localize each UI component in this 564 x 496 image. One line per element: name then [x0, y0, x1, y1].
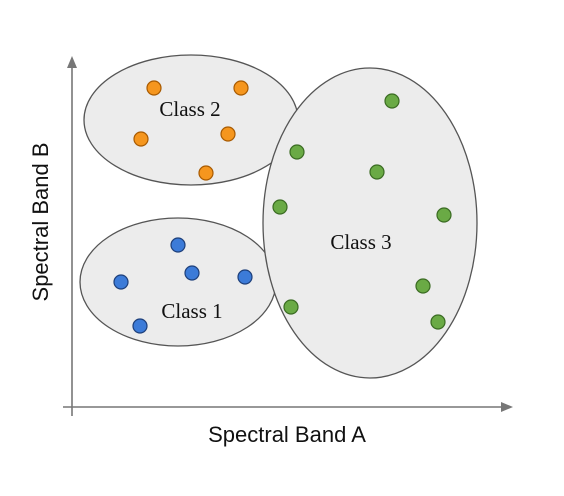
cluster-class-2-label: Class 2 — [159, 97, 220, 121]
class-3-point — [369, 164, 385, 180]
class-2-point — [198, 165, 214, 181]
class-3-point — [272, 199, 288, 215]
y-axis-title: Spectral Band B — [28, 143, 53, 302]
class-1-point — [132, 318, 148, 334]
class-2-point — [133, 131, 149, 147]
cluster-class-3-points — [272, 93, 452, 330]
class-3-point — [384, 93, 400, 109]
class-3-point — [436, 207, 452, 223]
x-axis-title: Spectral Band A — [208, 422, 366, 447]
cluster-class-1-label: Class 1 — [161, 299, 222, 323]
x-axis-arrowhead — [501, 402, 513, 412]
class-1-point — [184, 265, 200, 281]
cluster-class-1-points — [113, 237, 253, 334]
cluster-class-3-ellipse — [262, 67, 478, 379]
y-axis-arrowhead — [67, 56, 77, 68]
class-1-point — [113, 274, 129, 290]
axes — [63, 56, 513, 416]
cluster-class-1: Class 1 — [79, 217, 277, 347]
class-1-point — [170, 237, 186, 253]
cluster-class-3: Class 3 — [262, 67, 478, 379]
class-3-point — [430, 314, 446, 330]
class-2-point — [220, 126, 236, 142]
class-2-point — [146, 80, 162, 96]
cluster-class-2: Class 2 — [83, 54, 299, 186]
class-3-point — [415, 278, 431, 294]
class-1-point — [237, 269, 253, 285]
cluster-class-2-points — [133, 80, 249, 181]
class-2-point — [233, 80, 249, 96]
class-3-point — [283, 299, 299, 315]
class-3-point — [289, 144, 305, 160]
cluster-class-3-label: Class 3 — [330, 230, 391, 254]
